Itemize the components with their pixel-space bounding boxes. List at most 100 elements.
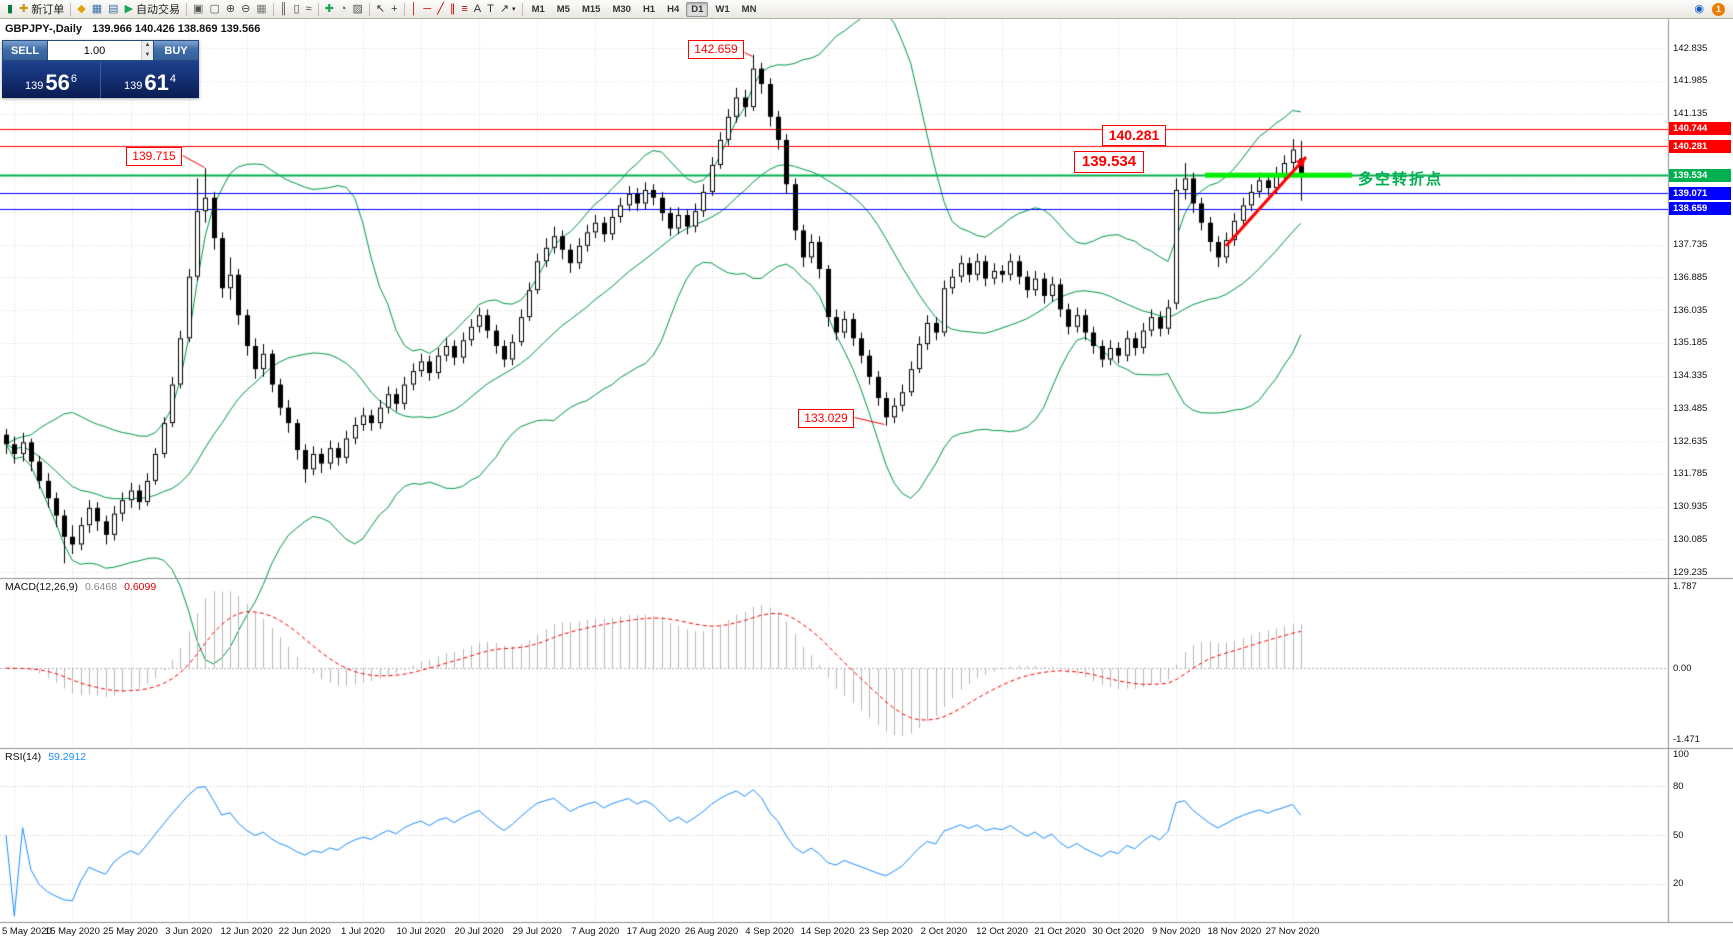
vertical-line-button[interactable]: │ [408, 1, 421, 17]
spinner-down-icon[interactable]: ▼ [142, 50, 153, 60]
macd-name: MACD(12,26,9) [5, 581, 78, 593]
line-chart-button[interactable]: ≈ [303, 1, 315, 17]
profiles-button[interactable]: ▢ [206, 1, 222, 17]
date-axis-label: 18 Nov 2020 [1207, 926, 1262, 937]
trendline-button[interactable]: ╱ [434, 1, 447, 17]
chart-title-symbol: GBPJPY-,Daily [5, 23, 83, 35]
market-watch-button[interactable]: ◆ [74, 1, 88, 17]
horizontal-line-button[interactable]: ─ [420, 1, 434, 17]
market-watch-icon: ◆ [77, 3, 86, 15]
notification-badge[interactable]: 1 [1712, 2, 1725, 16]
price-axis-label: 129.235 [1673, 566, 1708, 578]
price-axis-label: 134.335 [1673, 370, 1708, 381]
date-axis-label: 12 Jun 2020 [220, 926, 273, 937]
toolbar: ▮ ✚ 新订单 ◆ ▦ ▤ ▶ 自动交易 ▣ ▢ ⊕ ⊖ ▦ ║ ▯ ≈ ✚ ◔ ▨ ↖ + │ ─ ╱ ∥ ≡ A T ↗ ▾ M1 M5 M… [0, 0, 1733, 19]
rsi-axis-label: 80 [1673, 780, 1684, 792]
date-axis-label: 12 Oct 2020 [976, 926, 1028, 937]
sell-price[interactable]: 139 56 6 [2, 61, 100, 98]
crosshair-button[interactable]: + [388, 1, 400, 17]
price-label-139715[interactable]: 139.715 [126, 147, 182, 166]
timeframe-button-h4[interactable]: H4 [667, 3, 680, 15]
timeframe-button-w1[interactable]: W1 [715, 3, 730, 15]
buy-button[interactable]: BUY [153, 40, 199, 61]
date-axis-label: 10 Jul 2020 [396, 926, 446, 937]
date-axis-label: 26 Aug 2020 [684, 926, 739, 937]
toolbar-separator [521, 2, 523, 16]
horizontal-line-icon: ─ [423, 3, 432, 15]
volume-spinner[interactable]: ▲ ▼ [141, 41, 153, 60]
candle-chart-icon: ▯ [293, 3, 300, 15]
zoom-out-button[interactable]: ⊖ [238, 1, 253, 17]
date-axis-label: 4 Sep 2020 [745, 926, 794, 937]
timeframe-button-m1[interactable]: M1 [531, 3, 545, 15]
channel-button[interactable]: ∥ [447, 1, 459, 17]
price-tag: 139.071 [1669, 186, 1731, 200]
price-axis-label: 130.085 [1673, 533, 1708, 545]
community-button[interactable]: ◉ [1691, 1, 1707, 17]
line-chart-icon: ≈ [305, 3, 312, 15]
spinner-up-icon[interactable]: ▲ [142, 41, 153, 51]
timeframe-button-h1[interactable]: H1 [642, 3, 656, 15]
crosshair-icon: + [391, 3, 398, 15]
volume-input[interactable] [48, 41, 141, 60]
buy-price-pips: 61 [144, 70, 169, 95]
timeframe-button-m15[interactable]: M15 [581, 3, 601, 15]
periods-button[interactable]: ◔ [337, 1, 350, 17]
data-window-button[interactable]: ▦ [89, 1, 105, 17]
price-display: 139 56 6 139 61 4 [2, 61, 199, 98]
grid-button[interactable]: ▦ [253, 1, 269, 17]
templates-button[interactable]: ▨ [349, 1, 365, 17]
label-button[interactable]: T [484, 1, 497, 17]
candle-chart-button[interactable]: ▯ [290, 1, 302, 17]
new-order-button[interactable]: ✚ 新订单 [16, 1, 67, 17]
price-axis-label: 142.835 [1673, 42, 1708, 54]
bar-chart-button[interactable]: ║ [277, 1, 291, 17]
toolbar-separator [368, 2, 370, 16]
zoom-in-button[interactable]: ⊕ [223, 1, 238, 17]
price-label-142659[interactable]: 142.659 [688, 40, 744, 59]
cursor-button[interactable]: ↖ [373, 1, 388, 17]
price-label-139534[interactable]: 139.534 [1074, 151, 1144, 173]
new-chart-button[interactable]: ▣ [190, 1, 206, 17]
toolbar-separator [186, 2, 188, 16]
symbol-chart-button[interactable]: ▮ [4, 1, 16, 17]
price-label-140281[interactable]: 140.281 [1102, 125, 1166, 146]
date-axis-label: 15 May 2020 [44, 926, 100, 937]
text-button[interactable]: A [471, 1, 484, 17]
navigator-icon: ▤ [108, 3, 119, 15]
profiles-icon: ▢ [209, 3, 220, 15]
timeframe-switcher: M1 M5 M15 M30 H1 H4 D1 W1 MN [526, 1, 763, 17]
dropdown-arrow-icon: ▾ [512, 6, 516, 13]
timeframe-button-m5[interactable]: M5 [556, 3, 570, 15]
chart-title-ohlc: 139.966 140.426 138.869 139.566 [92, 23, 261, 35]
navigator-button[interactable]: ▤ [105, 1, 121, 17]
annotation-note[interactable]: 多空转折点 [1358, 171, 1444, 188]
price-axis-label: 133.485 [1673, 402, 1708, 414]
fibonacci-button[interactable]: ≡ [458, 1, 470, 17]
toolbar-right-group: ◉ 1 [1691, 1, 1729, 17]
date-axis-label: 29 Jul 2020 [512, 926, 562, 937]
arrows-button[interactable]: ↗ ▾ [497, 1, 519, 17]
autotrading-play-icon: ▶ [124, 3, 134, 15]
timeframe-button-mn[interactable]: MN [741, 3, 757, 15]
buy-price[interactable]: 139 61 4 [100, 61, 199, 98]
date-axis-label: 30 Oct 2020 [1092, 926, 1145, 937]
indicators-button[interactable]: ✚ [322, 1, 337, 17]
timeframe-button-m30[interactable]: M30 [612, 3, 631, 15]
sell-button[interactable]: SELL [2, 40, 48, 61]
toolbar-separator [70, 2, 72, 16]
date-axis-label: 17 Aug 2020 [626, 926, 681, 937]
price-tag: 140.281 [1669, 139, 1731, 153]
candlestick-chart-icon: ▮ [7, 3, 14, 15]
community-icon: ◉ [1694, 3, 1704, 15]
volume-field: ▲▼ [48, 40, 153, 61]
sell-price-point: 6 [70, 73, 77, 85]
timeframe-button-d1[interactable]: D1 [686, 1, 709, 17]
price-label-133029[interactable]: 133.029 [798, 409, 854, 428]
autotrading-button[interactable]: ▶ 自动交易 [122, 1, 183, 17]
date-axis-label: 27 Nov 2020 [1265, 926, 1320, 937]
label-icon: T [487, 3, 494, 15]
new-order-button-label: 新订单 [31, 4, 65, 16]
